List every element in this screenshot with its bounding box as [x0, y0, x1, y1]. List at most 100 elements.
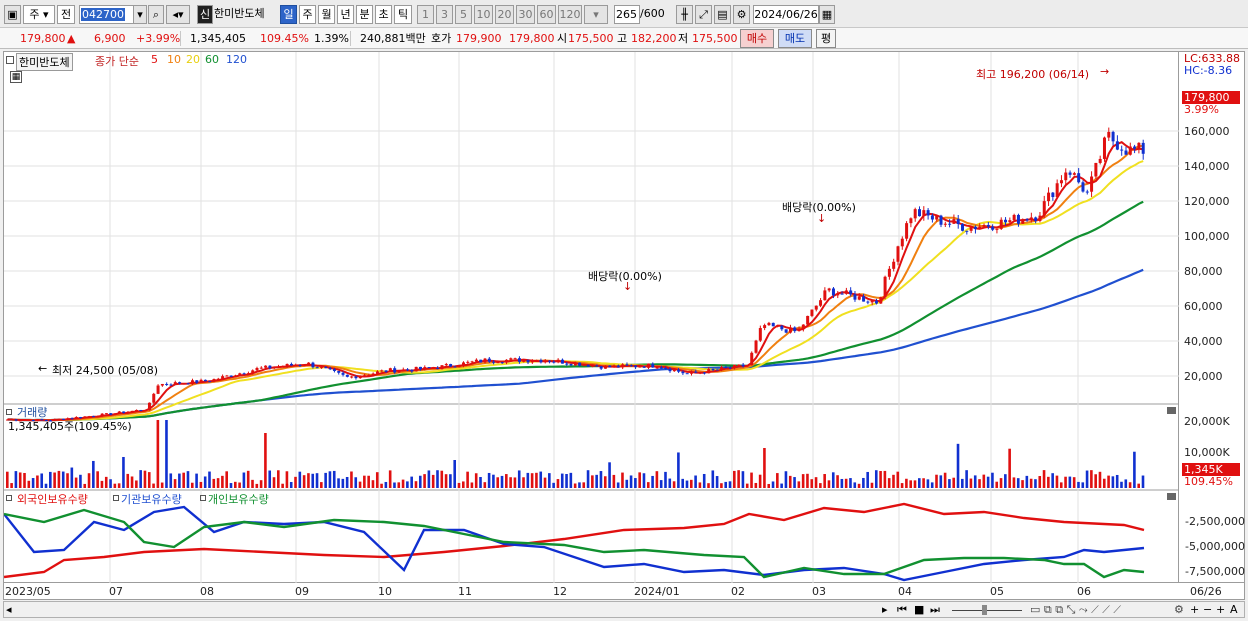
volume-bar: [1059, 482, 1063, 488]
chart-area[interactable]: 한미반도체 종가 단순 5 10 20 60 120 ▦ 최고 196,200 …: [3, 51, 1180, 584]
chart-tool-icons[interactable]: ▭ ⧉ ⧉ ⤡ ⤳ ⟋ ⟋ ⟋: [1030, 603, 1121, 616]
period-year[interactable]: 년: [337, 5, 354, 24]
candle-body: [896, 246, 900, 262]
prev-button[interactable]: 전: [57, 5, 75, 24]
ma10-label[interactable]: 10: [167, 53, 181, 66]
indiv-label[interactable]: 개인보유수량: [208, 493, 269, 506]
zoom-out-icon[interactable]: −: [1203, 603, 1213, 616]
eval-button[interactable]: 평: [816, 29, 836, 48]
inst-label[interactable]: 기관보유수량: [121, 493, 182, 506]
font-size-icon[interactable]: A: [1230, 603, 1238, 616]
interval-3[interactable]: 3: [436, 5, 453, 24]
draw-tool-icon[interactable]: ⤢: [695, 5, 712, 24]
period-tick[interactable]: 틱: [394, 5, 412, 24]
ma5-label[interactable]: 5: [151, 53, 158, 66]
stop-icon[interactable]: ■: [914, 603, 925, 616]
volume-bar: [939, 475, 943, 488]
volume-bar: [251, 479, 254, 488]
interval-30[interactable]: 30: [516, 5, 535, 24]
candle-body: [10, 419, 14, 421]
zoom-slider[interactable]: [952, 610, 1022, 611]
ma60-label[interactable]: 60: [205, 53, 219, 66]
ma120-label[interactable]: 120: [226, 53, 247, 66]
period-minute[interactable]: 분: [356, 5, 373, 24]
table-icon[interactable]: ▦: [10, 71, 22, 83]
volume-bar: [36, 475, 39, 488]
candle-body: [1008, 220, 1012, 223]
scroll-end-icon[interactable]: +: [1216, 603, 1226, 616]
calendar-icon[interactable]: ▦: [819, 5, 835, 24]
candle-body: [135, 409, 139, 411]
candle-body: [857, 296, 861, 300]
volume-bar: [453, 460, 456, 488]
interval-60[interactable]: 60: [537, 5, 556, 24]
buy-button[interactable]: 매수: [740, 29, 774, 48]
turnover: 1.39%: [314, 32, 349, 45]
candle-body: [565, 363, 569, 365]
gear-icon[interactable]: ⚙: [733, 5, 750, 24]
forward-icon[interactable]: ⏭: [930, 603, 940, 616]
candle-body: [1064, 172, 1068, 181]
volume-bar: [552, 482, 555, 488]
ma20-label[interactable]: 20: [186, 53, 200, 66]
candle-body: [70, 418, 74, 420]
search-icon[interactable]: ⌕: [148, 5, 164, 24]
panel-close-icon[interactable]: [1167, 493, 1176, 500]
interval-dropdown[interactable]: ▾: [584, 5, 608, 24]
period-second[interactable]: 초: [375, 5, 392, 24]
period-month[interactable]: 월: [318, 5, 335, 24]
candle-body: [767, 322, 771, 326]
last-price-tag: 179,800: [1182, 91, 1240, 104]
volume-bar: [444, 474, 448, 488]
interval-20[interactable]: 20: [495, 5, 514, 24]
stock-code-input[interactable]: 042700: [79, 5, 147, 24]
candle-body: [591, 365, 595, 367]
code-dropdown-icon[interactable]: ▾: [133, 5, 147, 24]
settings-icon[interactable]: ⚙: [1174, 603, 1184, 616]
candle-body: [698, 372, 702, 374]
volume-bar: [973, 475, 977, 488]
zoom-in-icon[interactable]: +: [1190, 603, 1200, 616]
candle-body: [900, 238, 904, 247]
volume-bar: [874, 470, 878, 488]
speaker-icon[interactable]: ◂▾: [166, 5, 190, 24]
scroll-left-icon[interactable]: ◂: [6, 603, 12, 616]
interval-120[interactable]: 120: [558, 5, 582, 24]
candle-body: [397, 370, 401, 373]
panel-close-icon[interactable]: [1167, 407, 1176, 414]
volume-bar: [104, 476, 108, 488]
candle-body: [1090, 176, 1094, 192]
market-select[interactable]: 주 ▾: [23, 5, 55, 24]
candle-body: [745, 365, 749, 367]
candle-body: [156, 385, 160, 394]
interval-10[interactable]: 10: [474, 5, 493, 24]
volume-bar: [887, 478, 891, 488]
candle-body: [1128, 146, 1132, 155]
save-icon[interactable]: ▤: [714, 5, 731, 24]
volume-bar: [466, 471, 469, 488]
volume-bar: [298, 471, 302, 488]
layout-icon[interactable]: ▣: [4, 5, 21, 24]
sell-button[interactable]: 매도: [778, 29, 812, 48]
volume-bar: [612, 474, 616, 488]
volume-bar: [406, 481, 409, 488]
period-day[interactable]: 일: [280, 5, 297, 24]
candle-body: [371, 373, 375, 376]
interval-1[interactable]: 1: [417, 5, 434, 24]
holding-line: [4, 502, 1145, 579]
candle-type-icon[interactable]: ╫: [676, 5, 693, 24]
y-tick: 80,000: [1184, 265, 1223, 278]
zoom-slider-handle[interactable]: [982, 605, 987, 615]
candle-body: [104, 413, 108, 415]
volume-bar: [948, 479, 951, 488]
scroll-right-icon[interactable]: ▸: [882, 603, 888, 616]
period-week[interactable]: 주: [299, 5, 316, 24]
count-input[interactable]: 265: [614, 5, 640, 24]
candle-body: [341, 372, 345, 375]
volume-bar: [543, 477, 547, 488]
date-input[interactable]: 2024/06/26: [753, 5, 819, 24]
rewind-icon[interactable]: ⏮: [897, 603, 907, 616]
interval-5[interactable]: 5: [455, 5, 472, 24]
candle-body: [780, 325, 784, 330]
foreign-label[interactable]: 외국인보유수량: [17, 493, 88, 506]
